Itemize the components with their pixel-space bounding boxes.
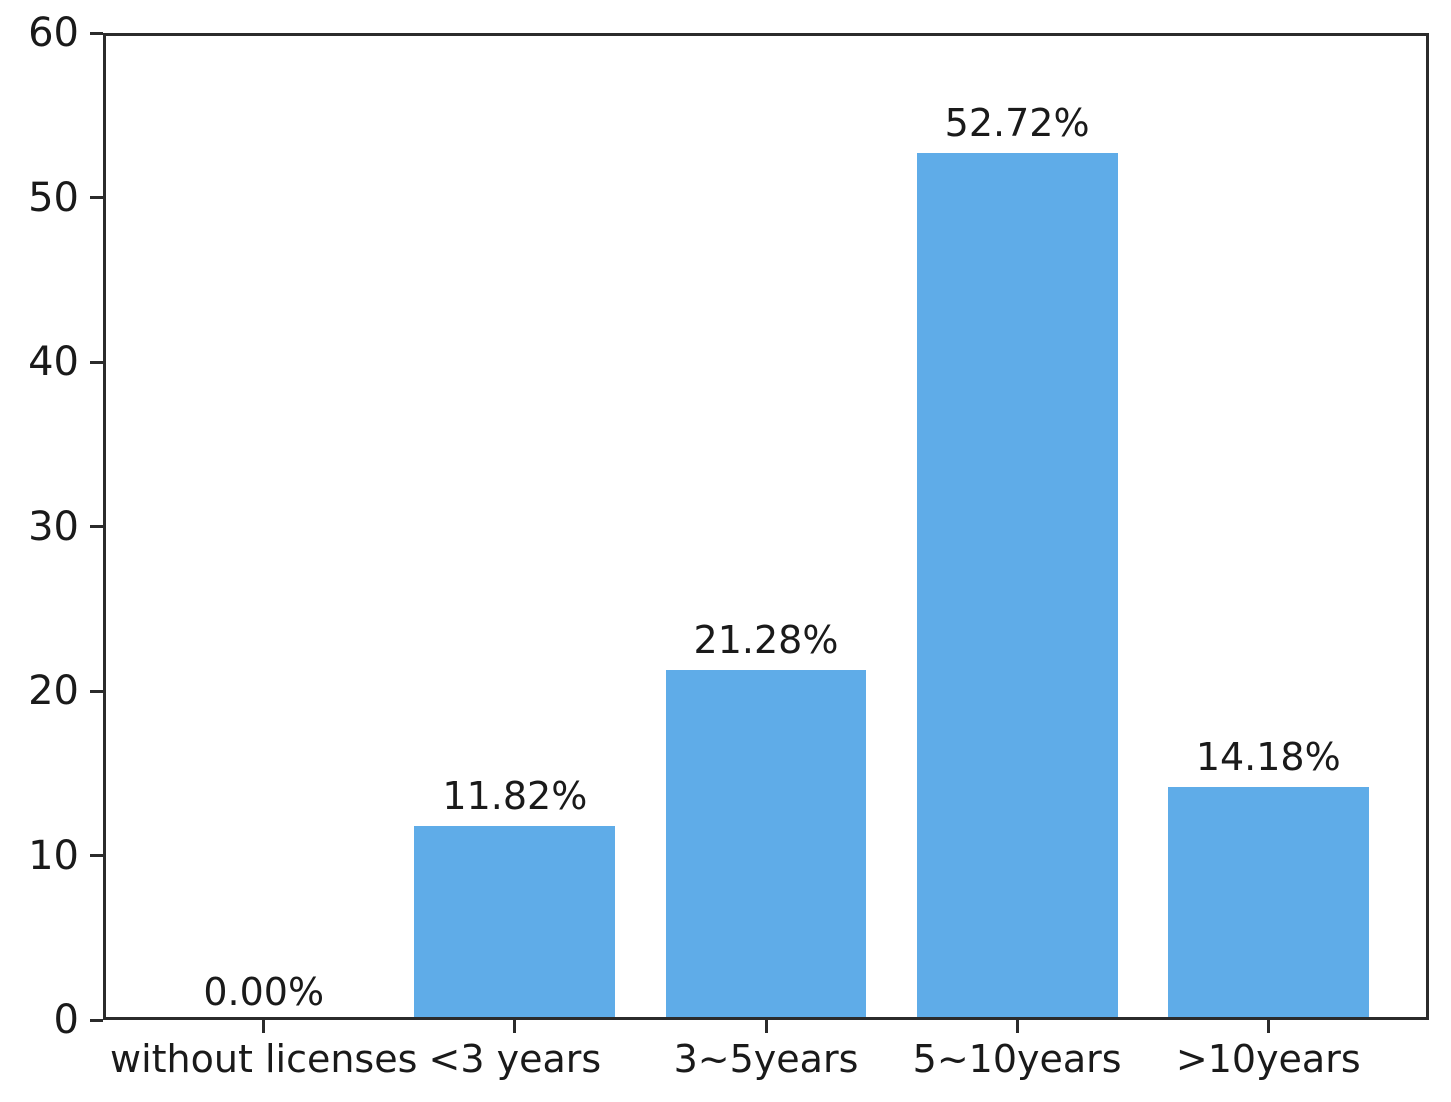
- bar: [414, 825, 616, 1017]
- x-axis-tick-label: 5~10years: [912, 1037, 1122, 1081]
- y-axis-tick-label: 50: [28, 174, 79, 221]
- x-axis-tick-label: without licenses: [110, 1037, 418, 1081]
- bar: [665, 669, 867, 1017]
- y-axis-tick-label: 60: [28, 10, 79, 56]
- y-axis-tick-label: 0: [53, 997, 79, 1043]
- bar-value-label: 0.00%: [203, 970, 325, 1014]
- y-axis-tick: [90, 854, 103, 857]
- bar-value-label: 52.72%: [944, 100, 1090, 145]
- bar-value-label: 14.18%: [1195, 734, 1341, 779]
- y-axis-tick: [90, 525, 103, 528]
- y-axis-tick: [90, 1018, 103, 1022]
- x-axis-tick-label: 3~5years: [673, 1037, 859, 1081]
- bar-value-label: 11.82%: [442, 773, 588, 818]
- y-axis-tick: [90, 196, 103, 199]
- x-axis-tick-label: >10years: [1175, 1037, 1361, 1081]
- x-axis-tick-label: <3 years: [428, 1037, 602, 1081]
- y-axis-tick: [90, 360, 103, 364]
- y-axis-tick-label: 20: [28, 668, 79, 714]
- bar-value-label: 21.28%: [693, 617, 839, 662]
- y-axis-tick-label: 10: [28, 832, 79, 879]
- x-axis-tick: [513, 1020, 517, 1033]
- x-axis-tick: [764, 1020, 768, 1033]
- y-axis-tick-label: 30: [28, 503, 79, 550]
- y-axis-tick: [90, 31, 103, 35]
- bar: [1167, 786, 1369, 1017]
- y-axis-tick: [90, 689, 103, 693]
- bar: [916, 152, 1118, 1017]
- x-axis-tick: [262, 1020, 266, 1033]
- x-axis-tick: [1266, 1020, 1270, 1033]
- x-axis-tick: [1015, 1020, 1019, 1033]
- y-axis-tick-label: 40: [28, 339, 79, 385]
